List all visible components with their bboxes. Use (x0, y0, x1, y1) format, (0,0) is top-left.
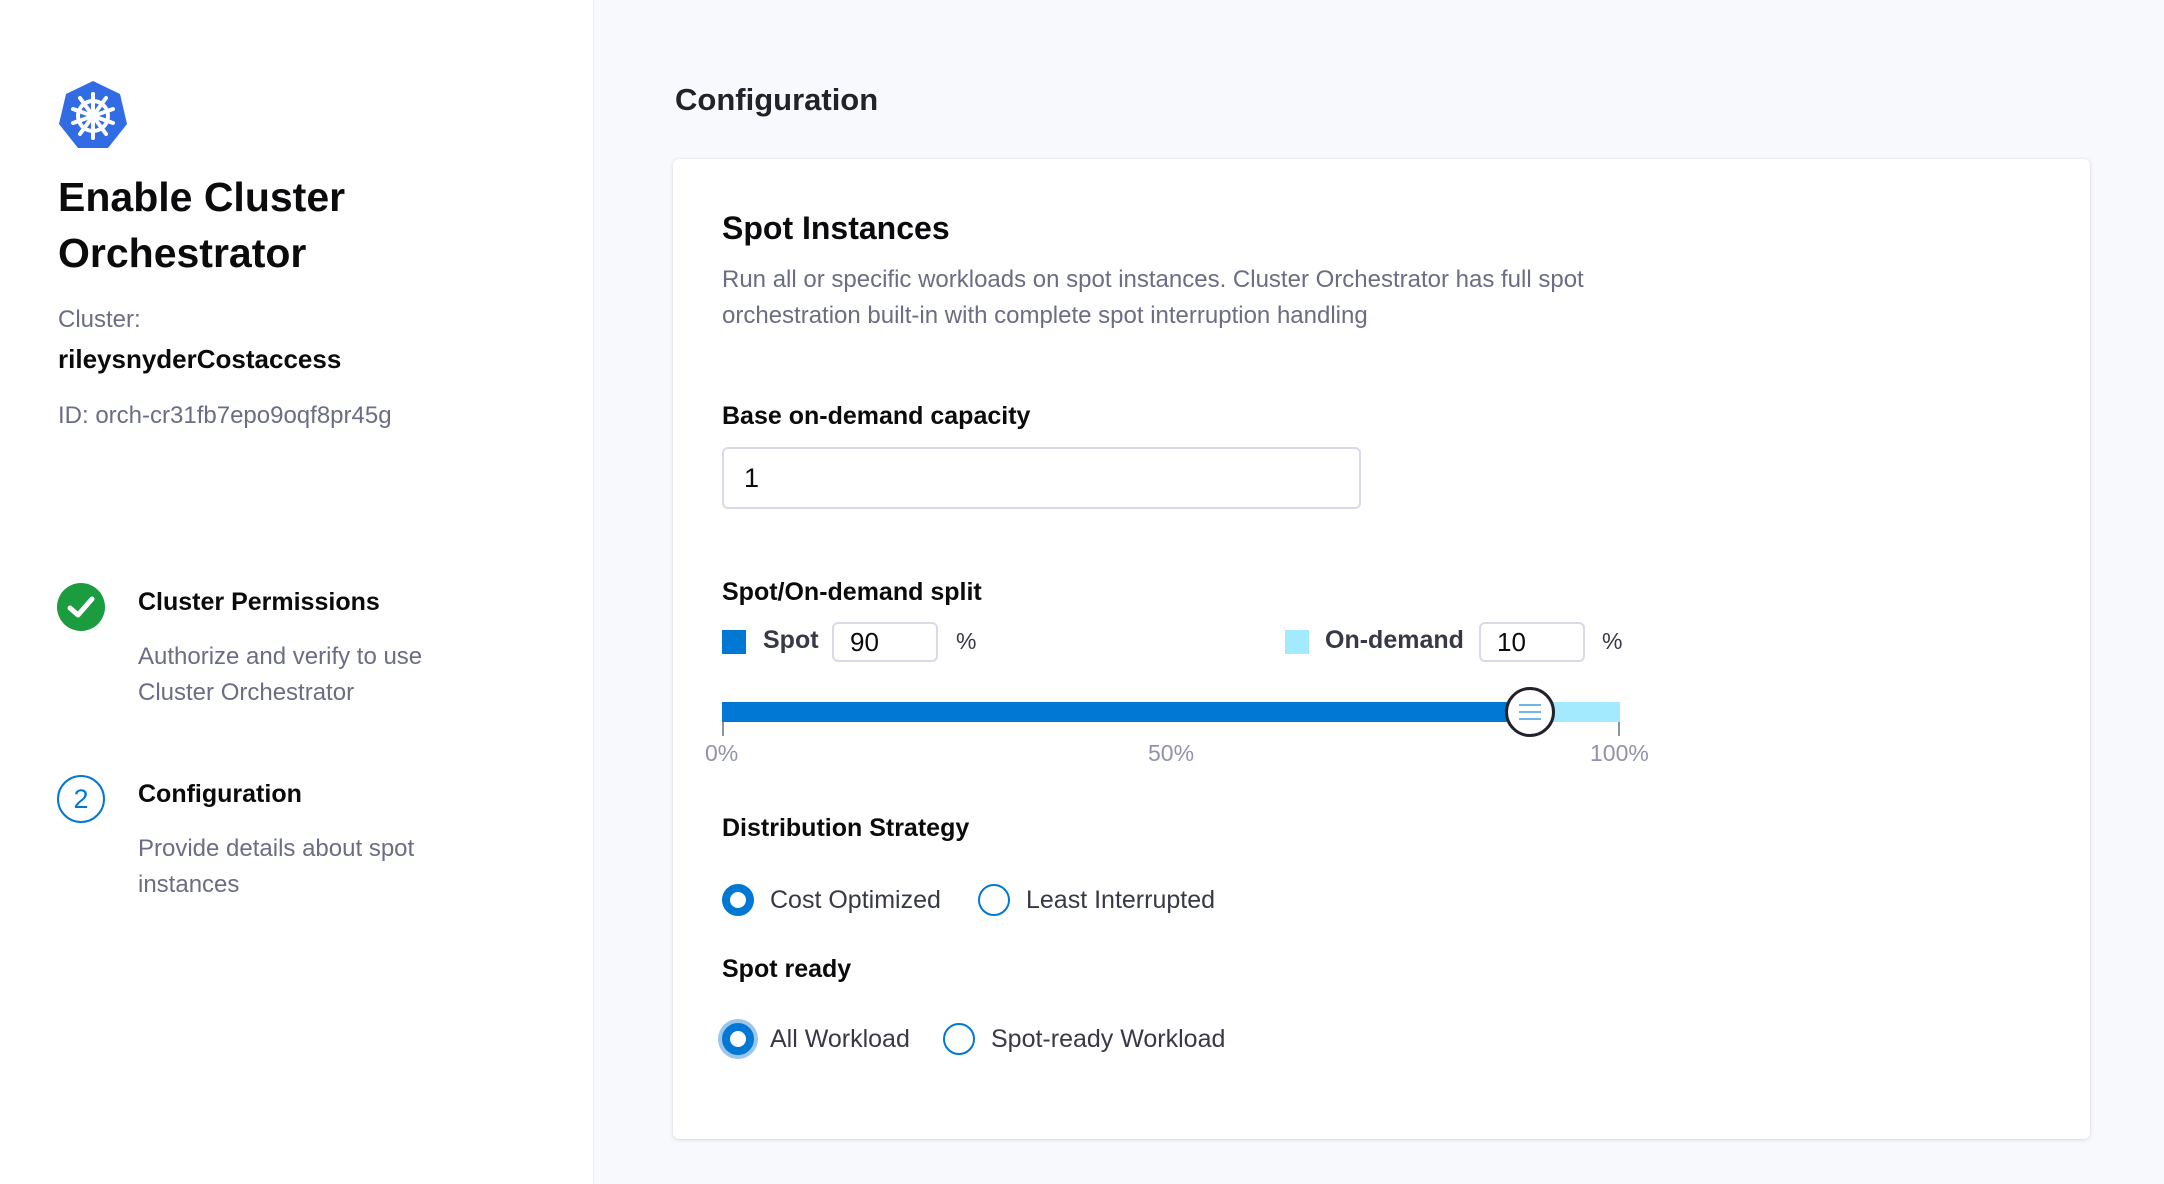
spot-legend-swatch (722, 630, 746, 654)
base-capacity-input[interactable]: 1 (722, 447, 1361, 509)
cluster-id: ID: orch-cr31fb7epo9oqf8pr45g (58, 402, 392, 429)
tick-mark (722, 722, 724, 736)
step-title: Configuration (138, 780, 302, 808)
card-description: Run all or specific workloads on spot in… (722, 266, 1584, 329)
radio-button[interactable] (722, 1023, 754, 1055)
radio-button[interactable] (943, 1023, 975, 1055)
page-title: Enable Cluster Orchestrator (58, 174, 346, 276)
slider-fill (722, 702, 1531, 722)
radio-cost-optimized[interactable]: Cost Optimized (722, 884, 941, 916)
percent-sign: % (1602, 628, 1623, 654)
step-number-badge: 2 (57, 775, 105, 823)
radio-label: Spot-ready Workload (991, 1024, 1226, 1053)
slider-thumb-handle[interactable] (1505, 687, 1556, 737)
ondemand-percent-input[interactable]: 10 (1479, 622, 1585, 662)
radio-button[interactable] (978, 884, 1010, 916)
sidebar: Enable Cluster Orchestrator Cluster: ril… (0, 0, 594, 1184)
spot-ready-label: Spot ready (722, 955, 852, 983)
cluster-label: Cluster: (58, 306, 141, 333)
tick-label-0: 0% (705, 740, 739, 766)
ondemand-label: On-demand (1325, 626, 1464, 654)
radio-button[interactable] (722, 884, 754, 916)
kubernetes-helm-icon (59, 81, 127, 148)
tick-mark (1618, 722, 1620, 736)
spot-percent-input[interactable]: 90 (832, 622, 938, 662)
radio-spot-ready-workload[interactable]: Spot-ready Workload (943, 1023, 1225, 1055)
grip-icon (1519, 711, 1542, 713)
radio-label: All Workload (770, 1024, 910, 1053)
percent-sign: % (956, 628, 977, 654)
radio-label: Least Interrupted (1026, 885, 1216, 914)
card-title: Spot Instances (722, 210, 950, 246)
section-title: Configuration (675, 82, 879, 117)
step-description: Provide details about spot instances (138, 835, 415, 898)
ondemand-legend-swatch (1285, 630, 1309, 654)
distribution-label: Distribution Strategy (722, 814, 970, 842)
grip-icon (1519, 718, 1542, 720)
step-description: Authorize and verify to use Cluster Orch… (138, 643, 423, 706)
radio-least-interrupted[interactable]: Least Interrupted (978, 884, 1215, 916)
tick-label-50: 50% (1148, 740, 1195, 766)
spot-label: Spot (763, 626, 819, 654)
radio-all-workload[interactable]: All Workload (722, 1023, 910, 1055)
radio-label: Cost Optimized (770, 885, 941, 914)
tick-label-100: 100% (1590, 740, 1649, 766)
base-capacity-label: Base on-demand capacity (722, 402, 1031, 430)
split-slider[interactable] (722, 687, 1620, 737)
grip-icon (1519, 704, 1542, 706)
check-circle-icon (57, 583, 105, 631)
split-label: Spot/On-demand split (722, 578, 982, 606)
cluster-name: rileysnyderCostaccess (58, 344, 342, 374)
step-title: Cluster Permissions (138, 588, 380, 616)
